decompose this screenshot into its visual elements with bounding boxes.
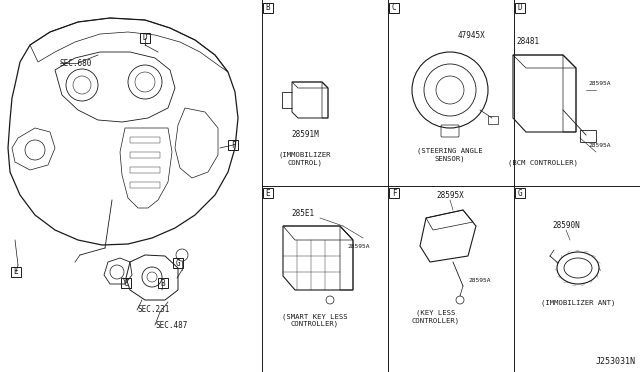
Text: C: C [392, 3, 396, 13]
Text: 28595A: 28595A [468, 278, 490, 282]
Bar [580, 130, 596, 142]
Bar [130, 152, 160, 158]
Bar [263, 3, 273, 13]
Bar [488, 116, 498, 124]
Text: 28595A: 28595A [588, 81, 611, 86]
Text: F: F [392, 189, 396, 198]
Text: 28481: 28481 [516, 38, 540, 46]
Text: 285E1: 285E1 [291, 208, 315, 218]
Text: B: B [161, 279, 165, 288]
Text: 47945X: 47945X [458, 31, 486, 39]
Text: B: B [266, 3, 270, 13]
Text: (SMART KEY LESS
CONTROLLER): (SMART KEY LESS CONTROLLER) [282, 313, 348, 327]
Bar [11, 267, 21, 277]
Text: J253031N: J253031N [596, 357, 636, 366]
Bar [130, 137, 160, 143]
Text: SEC.231: SEC.231 [137, 305, 170, 314]
Text: C: C [124, 279, 128, 288]
Bar [228, 140, 238, 150]
Text: D: D [518, 3, 522, 13]
Text: G: G [518, 189, 522, 198]
Text: SEC.680: SEC.680 [60, 58, 92, 67]
Text: F: F [230, 141, 236, 150]
Text: (BCM CONTROLLER): (BCM CONTROLLER) [508, 160, 578, 167]
Text: (IMMOBILIZER ANT): (IMMOBILIZER ANT) [541, 300, 615, 307]
Text: (KEY LESS
CONTROLLER): (KEY LESS CONTROLLER) [412, 310, 460, 324]
Bar [121, 278, 131, 288]
Text: 28591M: 28591M [291, 130, 319, 139]
Bar [389, 188, 399, 198]
Text: E: E [13, 267, 19, 276]
Bar [140, 33, 150, 43]
Bar [173, 258, 183, 268]
Text: 28595A: 28595A [347, 244, 369, 248]
Text: E: E [266, 189, 270, 198]
Text: 28590N: 28590N [552, 221, 580, 231]
Text: G: G [176, 259, 180, 267]
Bar [389, 3, 399, 13]
Text: SEC.487: SEC.487 [155, 321, 188, 330]
Text: (IMMOBILIZER
CONTROL): (IMMOBILIZER CONTROL) [279, 152, 332, 166]
Bar [158, 278, 168, 288]
Text: D: D [143, 33, 147, 42]
Text: 28595A: 28595A [588, 143, 611, 148]
Bar [515, 188, 525, 198]
Bar [130, 167, 160, 173]
Bar [263, 188, 273, 198]
Text: (STEERING ANGLE
SENSOR): (STEERING ANGLE SENSOR) [417, 148, 483, 162]
Text: 28595X: 28595X [436, 192, 464, 201]
Bar [130, 182, 160, 188]
Bar [515, 3, 525, 13]
